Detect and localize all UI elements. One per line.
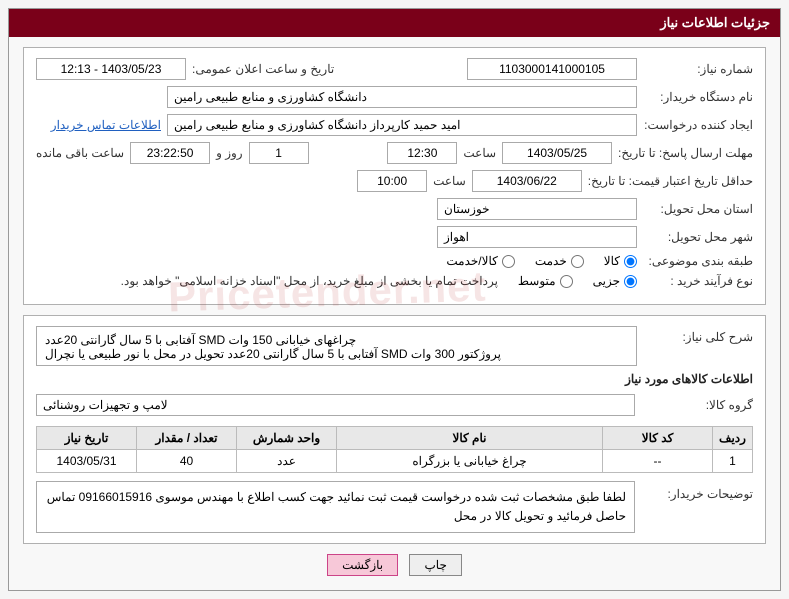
panel-title: جزئیات اطلاعات نیاز bbox=[9, 9, 780, 37]
need-number-label: شماره نیاز: bbox=[643, 62, 753, 76]
th-row: ردیف bbox=[713, 427, 753, 450]
items-section-title: اطلاعات کالاهای مورد نیاز bbox=[36, 372, 753, 386]
process-label: نوع فرآیند خرید : bbox=[643, 274, 753, 288]
td-name: چراغ خیابانی یا بزرگراه bbox=[337, 450, 603, 473]
announce-label: تاریخ و ساعت اعلان عمومی: bbox=[192, 62, 334, 76]
back-button[interactable]: بازگشت bbox=[327, 554, 398, 576]
th-qty: تعداد / مقدار bbox=[137, 427, 237, 450]
main-panel: جزئیات اطلاعات نیاز شماره نیاز: 11030001… bbox=[8, 8, 781, 591]
deadline-send-label: مهلت ارسال پاسخ: تا تاریخ: bbox=[618, 146, 753, 160]
cat-both-label: کالا/خدمت bbox=[446, 254, 497, 268]
buyer-org-label: نام دستگاه خریدار: bbox=[643, 90, 753, 104]
table-row: 1 -- چراغ خیابانی یا بزرگراه عدد 40 1403… bbox=[37, 450, 753, 473]
proc-small-label: جزیی bbox=[593, 274, 620, 288]
td-qty: 40 bbox=[137, 450, 237, 473]
days-and-label: روز و bbox=[216, 146, 243, 160]
items-table: ردیف کد کالا نام کالا واحد شمارش تعداد /… bbox=[36, 426, 753, 473]
buyer-note-field: لطفا طبق مشخصات ثبت شده درخواست قیمت ثبت… bbox=[36, 481, 635, 533]
price-valid-time-field: 10:00 bbox=[357, 170, 427, 192]
province-label: استان محل تحویل: bbox=[643, 202, 753, 216]
goods-group-label: گروه کالا: bbox=[643, 398, 753, 412]
announce-field: 1403/05/23 - 12:13 bbox=[36, 58, 186, 80]
radio-medium[interactable] bbox=[560, 275, 573, 288]
city-label: شهر محل تحویل: bbox=[643, 230, 753, 244]
radio-small[interactable] bbox=[624, 275, 637, 288]
general-desc-line1: چراغهای خیابانی 150 وات SMD آفتابی با 5 … bbox=[45, 333, 356, 347]
cat-service-label: خدمت bbox=[535, 254, 567, 268]
need-number-field: 1103000141000105 bbox=[467, 58, 637, 80]
requester-field: امید حمید کارپرداز دانشگاه کشاورزی و منا… bbox=[167, 114, 637, 136]
deadline-time-field: 12:30 bbox=[387, 142, 457, 164]
th-name: نام کالا bbox=[337, 427, 603, 450]
cat-goods-label: کالا bbox=[604, 254, 620, 268]
td-row: 1 bbox=[713, 450, 753, 473]
buyer-org-field: دانشگاه کشاورزی و منابع طبیعی رامین bbox=[167, 86, 637, 108]
td-code: -- bbox=[603, 450, 713, 473]
radio-both[interactable] bbox=[502, 255, 515, 268]
requester-label: ایجاد کننده درخواست: bbox=[643, 118, 753, 132]
goods-group-field: لامپ و تجهیزات روشنائی bbox=[36, 394, 635, 416]
th-code: کد کالا bbox=[603, 427, 713, 450]
payment-note: پرداخت تمام یا بخشی از مبلغ خرید، از محل… bbox=[121, 274, 498, 288]
radio-service[interactable] bbox=[571, 255, 584, 268]
td-unit: عدد bbox=[237, 450, 337, 473]
th-date: تاریخ نیاز bbox=[37, 427, 137, 450]
remain-time-field: 23:22:50 bbox=[130, 142, 210, 164]
time-label-1: ساعت bbox=[463, 146, 496, 160]
category-label: طبقه بندی موضوعی: bbox=[643, 254, 753, 268]
header-info-box: شماره نیاز: 1103000141000105 تاریخ و ساع… bbox=[23, 47, 766, 305]
remain-label: ساعت باقی مانده bbox=[36, 146, 124, 160]
province-field: خوزستان bbox=[437, 198, 637, 220]
radio-goods[interactable] bbox=[624, 255, 637, 268]
days-field: 1 bbox=[249, 142, 309, 164]
general-desc-field: چراغهای خیابانی 150 وات SMD آفتابی با 5 … bbox=[36, 326, 637, 366]
time-label-2: ساعت bbox=[433, 174, 466, 188]
price-valid-date-field: 1403/06/22 bbox=[472, 170, 582, 192]
city-field: اهواز bbox=[437, 226, 637, 248]
contact-link[interactable]: اطلاعات تماس خریدار bbox=[51, 118, 161, 132]
td-date: 1403/05/31 bbox=[37, 450, 137, 473]
deadline-date-field: 1403/05/25 bbox=[502, 142, 612, 164]
th-unit: واحد شمارش bbox=[237, 427, 337, 450]
general-desc-label: شرح کلی نیاز: bbox=[643, 326, 753, 344]
general-desc-line2: پروژکتور 300 وات SMD آفتابی با 5 سال گار… bbox=[45, 347, 501, 361]
buyer-note-label: توضیحات خریدار: bbox=[643, 481, 753, 501]
print-button[interactable]: چاپ bbox=[409, 554, 461, 576]
proc-medium-label: متوسط bbox=[518, 274, 556, 288]
detail-box: شرح کلی نیاز: چراغهای خیابانی 150 وات SM… bbox=[23, 315, 766, 544]
price-valid-label: حداقل تاریخ اعتبار قیمت: تا تاریخ: bbox=[588, 174, 753, 188]
